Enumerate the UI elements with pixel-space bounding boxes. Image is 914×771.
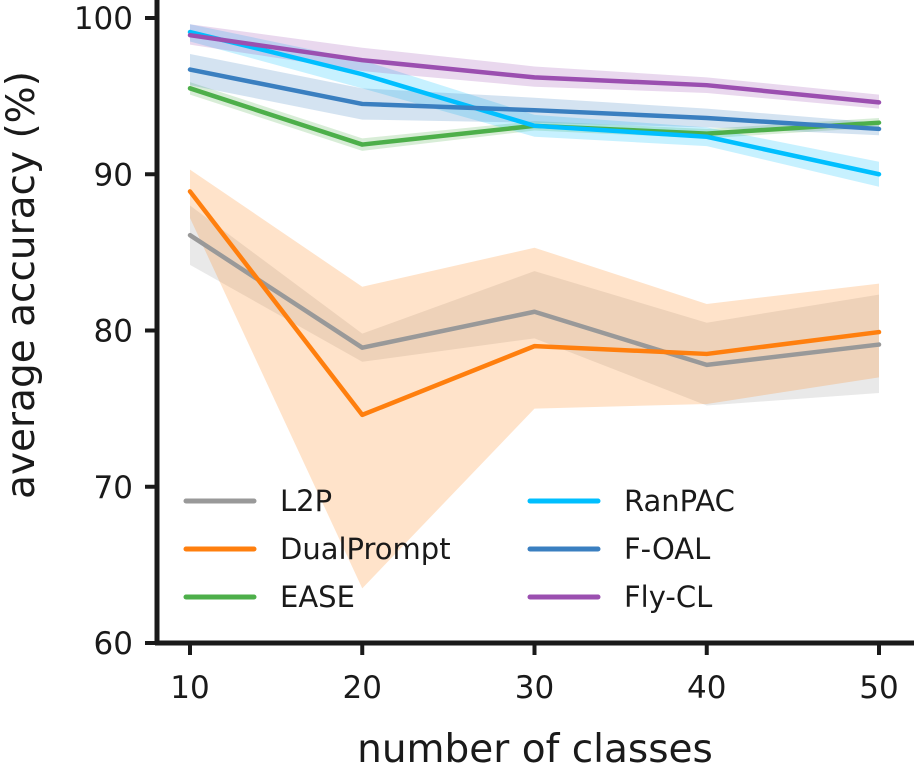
x-tick-label-10: 10 xyxy=(170,670,209,706)
ticks-layer: 10 20 30 40 50 60 70 80 90 100 xyxy=(74,1,899,706)
ranpac-band xyxy=(190,24,879,187)
f-oal-line xyxy=(187,67,882,132)
legend-label-f-oal: F-OAL xyxy=(624,532,710,566)
ranpac-line xyxy=(187,29,882,177)
fly-cl-band xyxy=(190,24,879,109)
y-tick-label-90: 90 xyxy=(94,157,133,193)
y-axis-title: average accuracy (%) xyxy=(0,71,44,499)
x-tick-label-30: 30 xyxy=(515,670,554,706)
y-tick-label-70: 70 xyxy=(94,470,133,506)
legend-label-ease: EASE xyxy=(280,580,355,614)
f-oal-band xyxy=(190,53,879,136)
y-tick-label-80: 80 xyxy=(94,314,133,350)
l2p-line xyxy=(187,232,882,368)
y-tick-label-60: 60 xyxy=(94,626,133,662)
x-tick-label-50: 50 xyxy=(859,670,898,706)
dualprompt-band xyxy=(190,169,879,589)
legend-label-fly-cl: Fly-CL xyxy=(624,580,712,614)
y-tick-label-100: 100 xyxy=(74,1,133,37)
fly-cl-line xyxy=(187,32,882,105)
x-tick-label-20: 20 xyxy=(343,670,382,706)
legend-label-ranpac: RanPAC xyxy=(624,484,735,518)
dualprompt-line xyxy=(187,189,882,418)
x-axis-title: number of classes xyxy=(357,727,713,771)
x-tick-label-40: 40 xyxy=(687,670,726,706)
legend-label-dualprompt: DualPrompt xyxy=(280,532,451,566)
lines-layer xyxy=(187,29,882,418)
legend-label-l2p: L2P xyxy=(280,484,332,518)
legend: L2P DualPrompt EASE RanPAC F-OAL Fly-CL xyxy=(183,484,735,614)
